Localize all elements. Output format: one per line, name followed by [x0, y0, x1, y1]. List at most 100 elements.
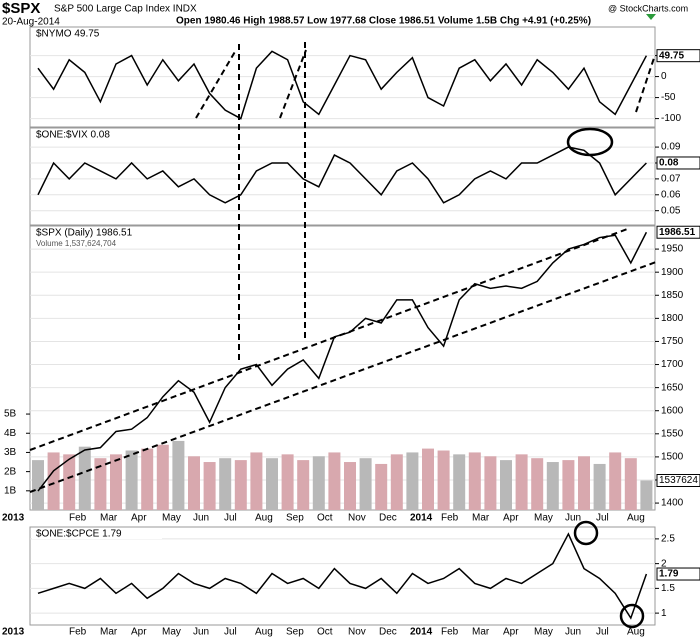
y2-tick-label: 4B — [4, 428, 17, 439]
ellipse — [566, 127, 614, 157]
last-value-box — [656, 567, 700, 581]
volume-bar — [609, 452, 622, 510]
volume-bar — [390, 454, 403, 510]
watermark: @ StockCharts.com — [608, 3, 688, 13]
volume-bar — [484, 456, 497, 510]
volume-bar — [250, 452, 263, 510]
x-tick-label: Apr — [131, 513, 147, 524]
x-tick-label: Oct — [317, 513, 333, 524]
volume-bar — [437, 450, 450, 510]
title-bg — [32, 528, 162, 539]
x-tick-label: Aug — [627, 513, 645, 524]
panel-frame — [29, 526, 656, 626]
last-value-label: 0.08 — [659, 158, 679, 169]
index-name: S&P 500 Large Cap Index INDX — [54, 4, 197, 15]
y-tick-label: 1.5 — [661, 583, 675, 594]
x-tick-label: May — [162, 513, 181, 524]
volume-bar — [359, 458, 372, 510]
y-tick-label: 0.07 — [661, 174, 681, 185]
y-tick-label: 1900 — [661, 267, 684, 278]
annotations — [29, 42, 657, 493]
x-tick-label: Feb — [441, 513, 459, 524]
y2-tick-label: 3B — [4, 447, 17, 458]
volume-bar — [328, 452, 341, 510]
last-value-box — [656, 49, 700, 63]
volume-bar — [281, 454, 294, 510]
last-value-label: 1537624 — [659, 475, 698, 486]
volume-bar — [110, 454, 122, 510]
circle — [573, 520, 599, 546]
panel-title: $ONE:$CPCE 1.79 — [36, 529, 122, 540]
x-tick-label: Mar — [100, 513, 118, 524]
panel-title: $SPX (Daily) 1986.51 — [36, 228, 133, 239]
x-tick-label: 2013 — [2, 627, 25, 638]
volume-bar — [219, 458, 232, 510]
x-tick-label: 2013 — [2, 513, 25, 524]
volume-bar — [406, 452, 419, 510]
x-tick-label: Jul — [224, 513, 237, 524]
panel-title: $ONE:$VIX 0.08 — [36, 130, 110, 141]
volume-bar — [453, 454, 466, 510]
x-tick-label: Oct — [317, 627, 333, 638]
volume-bar — [141, 448, 154, 510]
volume-bar — [156, 444, 169, 510]
title-bg — [32, 28, 162, 39]
nymo-trend — [635, 57, 655, 113]
y-tick-label: 1750 — [661, 336, 684, 347]
y-tick-label: 0.05 — [661, 205, 681, 216]
x-tick-label: Nov — [348, 627, 366, 638]
x-tick-label: Jul — [596, 627, 609, 638]
volume-bar — [562, 460, 575, 510]
x-tick-label: Sep — [286, 513, 304, 524]
volume-bar — [515, 454, 528, 510]
volume-bar — [468, 452, 481, 510]
x-tick-label: Jun — [193, 627, 209, 638]
x-tick-label: Apr — [131, 627, 147, 638]
x-tick-label: Dec — [379, 627, 397, 638]
last-value-box — [656, 225, 700, 239]
y-tick-label: 1500 — [661, 452, 684, 463]
nymo-trend — [195, 49, 237, 119]
volume-bar — [546, 462, 559, 510]
line — [37, 532, 648, 620]
circle — [619, 603, 645, 629]
y-tick-label: 0.09 — [661, 142, 681, 153]
y-tick-label: 2 — [661, 558, 667, 569]
y-tick-label: 1950 — [661, 244, 684, 255]
y-tick-label: 1700 — [661, 359, 684, 370]
x-tick-label: 2014 — [410, 513, 433, 524]
x-tick-label: May — [534, 627, 553, 638]
x-tick-label: May — [534, 513, 553, 524]
last-value-label: 49.75 — [659, 50, 684, 61]
x-tick-label: Aug — [255, 627, 273, 638]
highlights — [566, 127, 645, 629]
channel-upper — [29, 227, 631, 451]
volume-bar — [203, 462, 216, 510]
y-tick-label: 1550 — [661, 428, 684, 439]
volume-bar — [47, 452, 60, 510]
x-tick-label: Apr — [503, 627, 519, 638]
y-tick-label: 1 — [661, 608, 667, 619]
last-value-label: 1986.51 — [659, 227, 696, 238]
x-tick-label: Mar — [100, 627, 118, 638]
volume-bar — [78, 446, 91, 510]
channel-lower — [29, 261, 657, 493]
y2-tick-label: 5B — [4, 409, 17, 420]
volume-bar — [266, 458, 278, 510]
panel-frame — [29, 225, 656, 511]
volume-bar — [312, 456, 325, 510]
y-tick-label: 1800 — [661, 313, 684, 324]
quote: Open 1980.46 High 1988.57 Low 1977.68 Cl… — [176, 16, 591, 27]
x-tick-label: Dec — [379, 513, 397, 524]
x-tick-label: Aug — [627, 627, 645, 638]
y-tick-label: -50 — [661, 92, 676, 103]
volume-bar — [297, 460, 310, 510]
x-tick-label: Jun — [193, 513, 209, 524]
x-tick-label: Jul — [596, 513, 609, 524]
volume-bar — [32, 460, 44, 510]
y2-tick-label: 1B — [4, 485, 17, 496]
volume-bar — [63, 454, 76, 510]
volume-bar — [125, 450, 138, 510]
